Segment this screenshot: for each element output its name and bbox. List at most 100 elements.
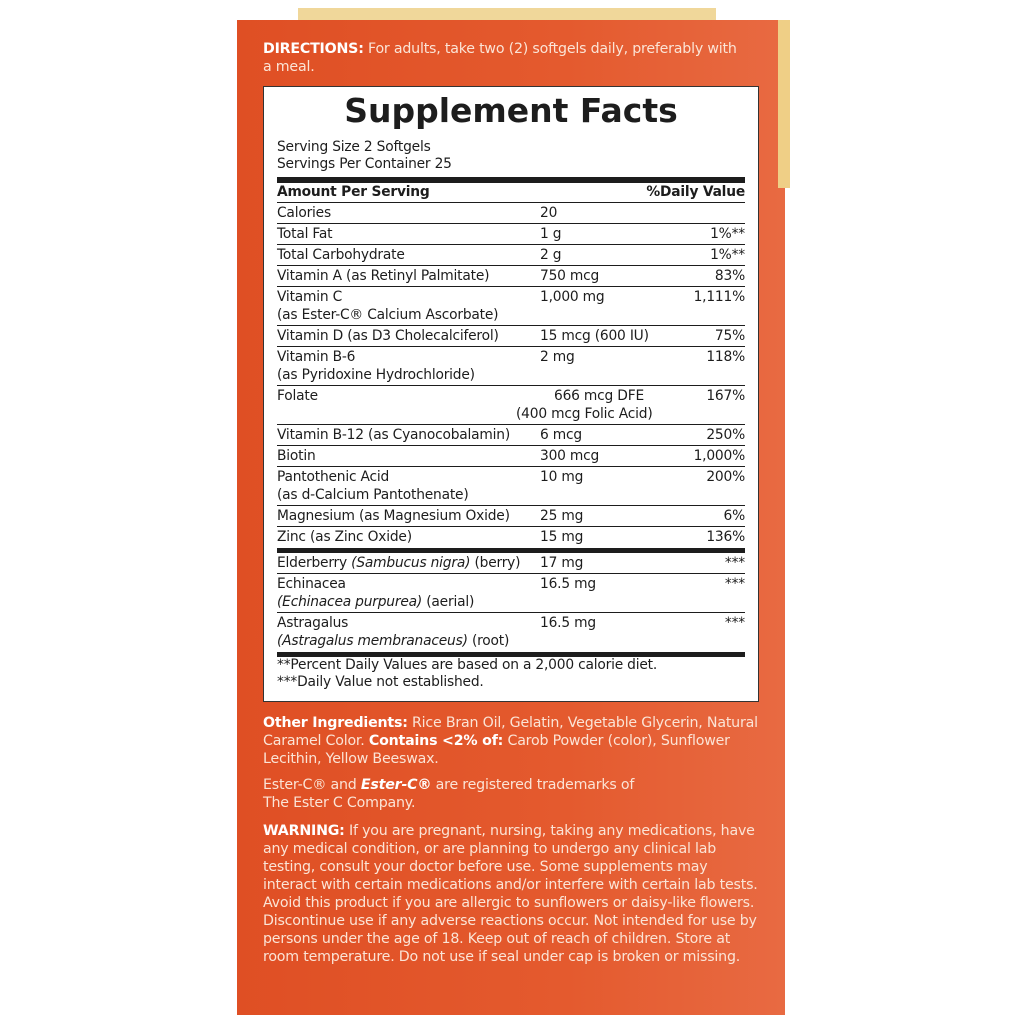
nutrient-amount: 666 mcg DFE (400 mcg Folic Acid) xyxy=(516,387,680,423)
nutrient-amount-text: 25 mg xyxy=(540,508,584,524)
botanical-part: (berry) xyxy=(474,555,521,571)
nutrient-name: Total Fat xyxy=(277,225,540,243)
nutrient-row: Vitamin C (as Ester-C® Calcium Ascorbate)… xyxy=(277,287,745,326)
botanical-line: (Echinacea purpurea) (aerial) xyxy=(277,593,540,611)
nutrient-amount-text: 2 mg xyxy=(540,349,575,365)
nutrient-daily-value: 1,111% xyxy=(693,289,746,305)
nutrient-name-text: Vitamin C xyxy=(277,289,343,305)
nutrient-name-text: Vitamin D (as D3 Cholecalciferol) xyxy=(277,328,499,344)
botanical-latin-name: (Astragalus membranaceus) xyxy=(277,633,468,649)
contains-label: Contains <2% of: xyxy=(368,733,504,749)
nutrient-daily-value: 136% xyxy=(706,529,745,545)
nutrient-rows: Calories 20 Total Fat 1 g 1%** Total Carbohyd… xyxy=(277,203,745,547)
divider-thick xyxy=(277,652,745,657)
nutrient-source: (as Pyridoxine Hydrochloride) xyxy=(277,367,475,383)
nutrient-daily-value: 167% xyxy=(706,388,745,404)
nutrient-name: Pantothenic Acid (as d-Calcium Pantothena… xyxy=(277,468,540,504)
nutrient-daily-value: 83% xyxy=(714,268,745,284)
nutrient-daily-value: 250% xyxy=(706,427,745,443)
botanical-name: Echinacea (Echinacea purpurea) (aerial) xyxy=(277,575,540,611)
trademark-text: are registered trademarks of The Ester C… xyxy=(263,777,635,811)
botanical-latin-name: (Sambucus nigra) xyxy=(351,555,471,571)
amount-per-serving-label: Amount Per Serving xyxy=(277,184,430,200)
botanical-row: Elderberry (Sambucus nigra) (berry) 17 mg… xyxy=(277,553,745,574)
nutrient-amount: 15 mcg (600 IU) xyxy=(540,327,680,345)
other-ingredients: Other Ingredients: Rice Bran Oil, Gelati… xyxy=(263,714,763,768)
nutrient-amount-text: 2 g xyxy=(540,247,562,263)
botanical-line: (Astragalus membranaceus) (root) xyxy=(277,632,540,650)
nutrient-amount-text: 20 xyxy=(540,205,558,221)
nutrient-amount: 750 mcg xyxy=(540,267,680,285)
nutrient-amount-text: 1 g xyxy=(540,226,562,242)
nutrient-name: Vitamin B-6 (as Pyridoxine Hydrochloride) xyxy=(277,348,540,384)
botanical-daily-value: *** xyxy=(724,555,745,571)
serving-size: Serving Size 2 Softgels xyxy=(277,139,431,155)
botanical-part: (aerial) xyxy=(426,594,475,610)
nutrient-name: Folate xyxy=(277,387,540,423)
nutrient-name: Zinc (as Zinc Oxide) xyxy=(277,528,540,546)
nutrient-row: Zinc (as Zinc Oxide) 15 mg 136% xyxy=(277,527,745,547)
nutrient-amount-sub: (400 mcg Folic Acid) xyxy=(516,406,653,422)
nutrient-amount: 1 g xyxy=(540,225,680,243)
nutrient-amount: 6 mcg xyxy=(540,426,680,444)
directions-text: For adults, take two (2) softgels daily,… xyxy=(263,41,737,75)
nutrient-name: Vitamin C (as Ester-C® Calcium Ascorbate) xyxy=(277,288,540,324)
botanical-common-name: Echinacea xyxy=(277,576,346,592)
botanical-amount: 16.5 mg xyxy=(540,615,596,631)
box-side-strip xyxy=(778,20,790,188)
ester-c-logo: Ester-C® xyxy=(360,777,432,793)
nutrient-row: Total Fat 1 g 1%** xyxy=(277,224,745,245)
botanical-latin-name: (Echinacea purpurea) xyxy=(277,594,423,610)
nutrient-daily-value: 1%** xyxy=(710,226,745,242)
nutrient-name-text: Total Carbohydrate xyxy=(277,247,405,263)
footnote-dv: **Percent Daily Values are based on a 2,… xyxy=(277,657,658,673)
nutrient-source: (as d-Calcium Pantothenate) xyxy=(277,487,469,503)
botanical-daily-value: *** xyxy=(724,615,745,631)
nutrient-name-text: Vitamin B-6 xyxy=(277,349,356,365)
botanical-daily-value: *** xyxy=(724,576,745,592)
divider-thick xyxy=(277,177,745,183)
nutrient-name-text: Vitamin A (as Retinyl Palmitate) xyxy=(277,268,490,284)
nutrient-row: Calories 20 xyxy=(277,203,745,224)
nutrient-daily-value: 1%** xyxy=(710,247,745,263)
nutrient-name: Total Carbohydrate xyxy=(277,246,540,264)
botanical-row: Echinacea (Echinacea purpurea) (aerial) 1… xyxy=(277,574,745,613)
nutrient-name-text: Total Fat xyxy=(277,226,333,242)
botanical-line: Astragalus xyxy=(277,614,540,632)
nutrient-amount-text: 300 mcg xyxy=(540,448,600,464)
nutrient-row: Total Carbohydrate 2 g 1%** xyxy=(277,245,745,266)
daily-value-label: %Daily Value xyxy=(646,184,745,200)
nutrient-name: Vitamin D (as D3 Cholecalciferol) xyxy=(277,327,540,345)
botanical-name: Elderberry (Sambucus nigra) (berry) xyxy=(277,554,540,572)
contains-text: Carob Powder (color), Sunflower Lecithin… xyxy=(263,733,730,767)
nutrient-daily-value: 1,000% xyxy=(693,448,746,464)
botanical-line: Echinacea xyxy=(277,575,540,593)
nutrient-name-text: Vitamin B-12 (as Cyanocobalamin) xyxy=(277,427,510,443)
botanical-common-name: Elderberry xyxy=(277,555,347,571)
nutrient-name-text: Magnesium (as Magnesium Oxide) xyxy=(277,508,510,524)
divider-thick xyxy=(277,548,745,553)
other-ingredients-label: Other Ingredients: xyxy=(263,715,408,731)
nutrient-name-text: Zinc (as Zinc Oxide) xyxy=(277,529,412,545)
nutrient-daily-value: 6% xyxy=(723,508,746,524)
nutrient-name-text: Folate xyxy=(277,388,318,404)
botanical-amount: 17 mg xyxy=(540,555,584,571)
nutrient-name: Vitamin B-12 (as Cyanocobalamin) xyxy=(277,426,540,444)
directions-label: DIRECTIONS: xyxy=(263,41,364,57)
nutrient-row: Folate 666 mcg DFE (400 mcg Folic Acid) 167… xyxy=(277,386,745,425)
nutrient-name-text: Biotin xyxy=(277,448,316,464)
nutrient-amount-text: 10 mg xyxy=(540,469,584,485)
botanical-part: (root) xyxy=(471,633,510,649)
nutrient-daily-value xyxy=(680,204,745,222)
nutrient-daily-value: 75% xyxy=(714,328,745,344)
other-ingredients-text: Rice Bran Oil, Gelatin, Vegetable Glycer… xyxy=(263,715,758,749)
footnote-not-established: ***Daily Value not established. xyxy=(277,674,484,690)
nutrient-amount-text: 15 mg xyxy=(540,529,584,545)
nutrient-amount: 2 mg xyxy=(540,348,680,384)
supplement-facts-panel: Supplement Facts Serving Size 2 Softgels… xyxy=(263,86,759,702)
nutrient-name: Magnesium (as Magnesium Oxide) xyxy=(277,507,540,525)
nutrient-amount-text: 1,000 mg xyxy=(540,289,605,305)
box-top-flap xyxy=(298,8,716,20)
botanical-amount: 16.5 mg xyxy=(540,576,596,592)
warning-text: If you are pregnant, nursing, taking any… xyxy=(263,823,758,965)
